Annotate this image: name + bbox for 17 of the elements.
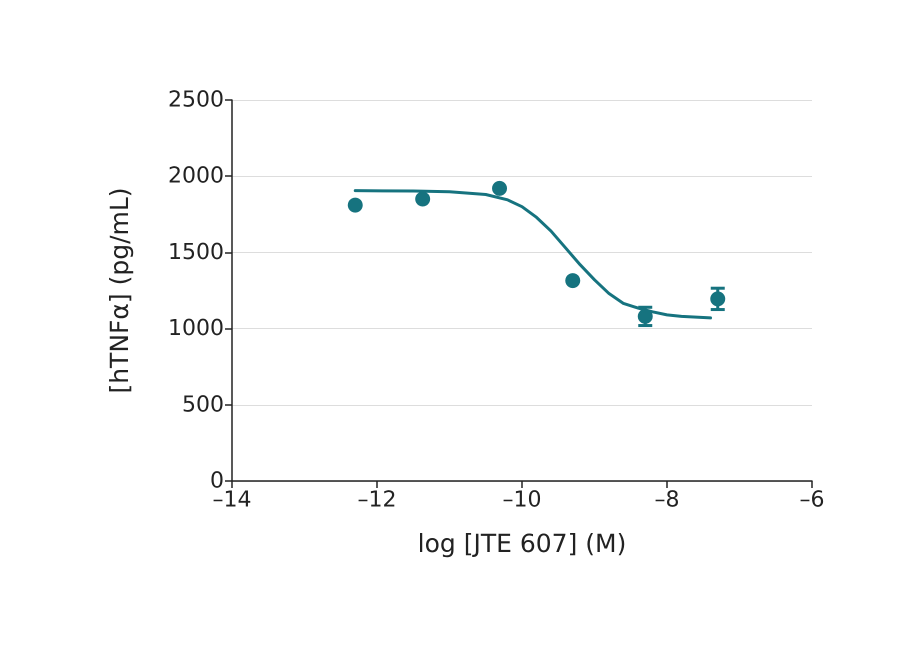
x-axis-title: log [JTE 607] (M) [418,529,626,558]
x-tick-label: –10 [502,488,542,512]
x-tick-label: –12 [358,488,396,512]
y-tick-label: 500 [182,392,224,418]
point [710,291,726,306]
x-tick-label: –6 [800,488,824,512]
point [492,180,508,196]
point [638,308,653,324]
point [415,192,430,207]
y-tick-label: 2500 [168,88,224,112]
y-tick-label: 1500 [168,240,224,265]
point [565,273,580,288]
y-axis-title: [hTNFα] (pg/mL) [105,187,134,394]
y-tick-label: 1000 [168,316,224,342]
y-tick-label: 2000 [168,164,224,189]
point [348,198,363,213]
x-tick-label: –8 [654,488,680,512]
